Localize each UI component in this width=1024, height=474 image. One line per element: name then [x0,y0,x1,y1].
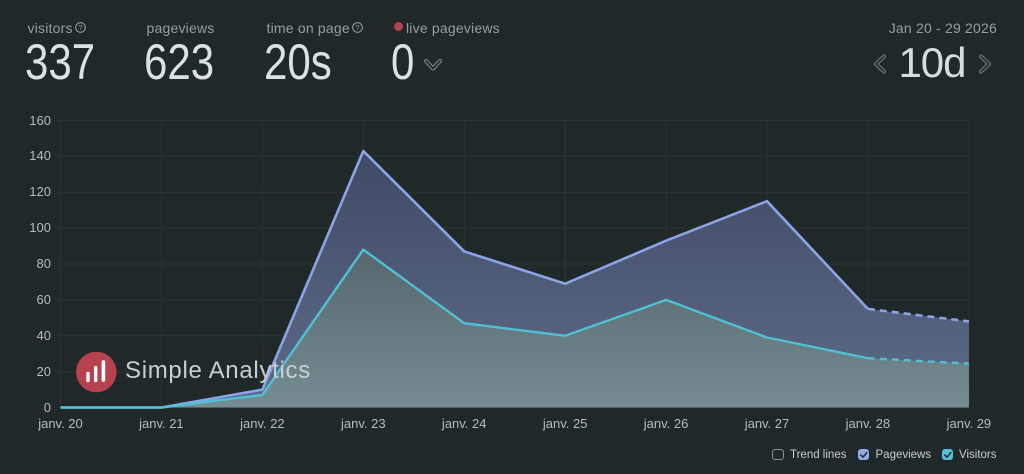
svg-text:?: ? [79,22,83,31]
svg-text:?: ? [356,22,360,31]
